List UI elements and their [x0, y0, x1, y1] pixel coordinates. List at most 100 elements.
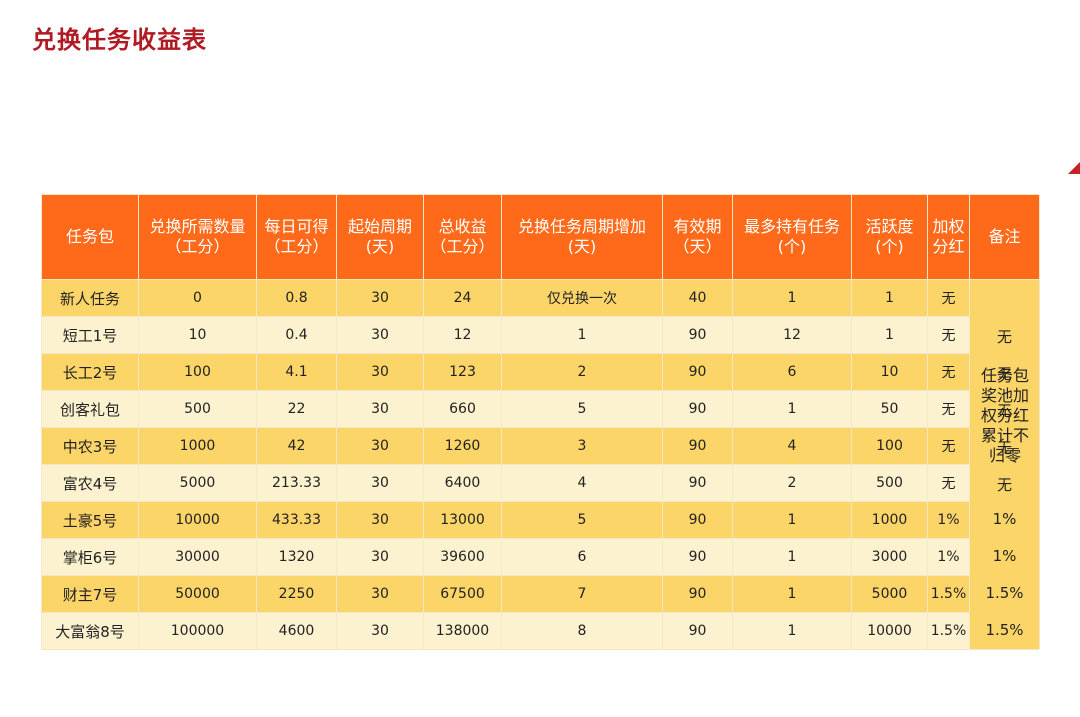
cell-start-cycle: 30	[336, 390, 424, 428]
cell-daily-gain: 4600	[256, 612, 337, 650]
cell-weighted-dividend: 无	[927, 464, 970, 502]
cell-weighted-dividend: 无	[927, 390, 970, 428]
cell-required-amount: 500	[138, 390, 257, 428]
cell-validity: 40	[662, 279, 733, 317]
cell-required-amount: 5000	[138, 464, 257, 502]
cell-package-name: 大富翁8号	[41, 612, 139, 650]
cell-total-income: 67500	[423, 575, 502, 613]
cell-weighted-dividend: 1.5%	[927, 612, 970, 650]
cell-max-hold: 6	[732, 353, 852, 391]
cell-max-hold: 4	[732, 427, 852, 465]
cell-validity: 90	[662, 501, 733, 539]
cell-activity: 50	[851, 390, 928, 428]
cell-package-name: 土豪5号	[41, 501, 139, 539]
cell-cycle-increase: 7	[501, 575, 663, 613]
cell-validity: 90	[662, 427, 733, 465]
cell-package-name: 新人任务	[41, 279, 139, 317]
note-value: 1.5%	[985, 621, 1024, 640]
cell-cycle-increase: 5	[501, 390, 663, 428]
table-row: 创客礼包 500 22 30 660 5 90 1 50 无	[41, 390, 1040, 428]
cell-activity: 100	[851, 427, 928, 465]
cell-daily-gain: 22	[256, 390, 337, 428]
cell-daily-gain: 42	[256, 427, 337, 465]
cell-max-hold: 1	[732, 279, 852, 317]
header-validity: 有效期（天）	[662, 194, 733, 280]
table-row: 长工2号 100 4.1 30 123 2 90 6 10 无	[41, 353, 1040, 391]
note-value: 1%	[992, 510, 1017, 529]
cell-daily-gain: 0.4	[256, 316, 337, 354]
cell-validity: 90	[662, 464, 733, 502]
cell-daily-gain: 213.33	[256, 464, 337, 502]
header-daily-gain: 每日可得（工分）	[256, 194, 337, 280]
cell-activity: 500	[851, 464, 928, 502]
note-value: 1.5%	[985, 584, 1024, 603]
cell-start-cycle: 30	[336, 427, 424, 465]
cell-max-hold: 1	[732, 501, 852, 539]
cell-package-name: 长工2号	[41, 353, 139, 391]
cell-weighted-dividend: 无	[927, 353, 970, 391]
table-row: 新人任务 0 0.8 30 24 仅兑换一次 40 1 1 无无无无无无 1% 1% 1.5% 1.5% 任…	[41, 279, 1040, 650]
cell-start-cycle: 30	[336, 316, 424, 354]
cell-max-hold: 1	[732, 575, 852, 613]
cell-weighted-dividend: 1%	[927, 501, 970, 539]
page-title: 兑换任务收益表	[32, 26, 207, 54]
cell-total-income: 24	[423, 279, 502, 317]
cell-start-cycle: 30	[336, 279, 424, 317]
cell-package-name: 中农3号	[41, 427, 139, 465]
cell-package-name: 掌柜6号	[41, 538, 139, 576]
cell-start-cycle: 30	[336, 464, 424, 502]
cell-start-cycle: 30	[336, 612, 424, 650]
cell-cycle-increase: 3	[501, 427, 663, 465]
notes-cell: 无无无无无 1% 1% 1.5% 1.5% 任务包奖池加权分红累计不归零	[969, 279, 1040, 650]
note-value: 无	[996, 327, 1012, 346]
header-notes: 备注	[969, 194, 1040, 280]
cell-total-income: 123	[423, 353, 502, 391]
cell-cycle-increase: 2	[501, 353, 663, 391]
cell-package-name: 短工1号	[41, 316, 139, 354]
table-row: 大富翁8号 100000 4600 30 138000 8 90 1 10000 1.5%	[41, 612, 1040, 650]
cell-weighted-dividend: 无	[927, 316, 970, 354]
cell-cycle-increase: 仅兑换一次	[501, 279, 663, 317]
cell-required-amount: 100	[138, 353, 257, 391]
cell-total-income: 138000	[423, 612, 502, 650]
header-max-hold: 最多持有任务(个)	[732, 194, 852, 280]
cell-activity: 1000	[851, 501, 928, 539]
corner-decoration	[1068, 162, 1080, 174]
cell-cycle-increase: 8	[501, 612, 663, 650]
cell-required-amount: 50000	[138, 575, 257, 613]
header-required-amount: 兑换所需数量（工分）	[138, 194, 257, 280]
cell-start-cycle: 30	[336, 353, 424, 391]
cell-required-amount: 0	[138, 279, 257, 317]
cell-package-name: 富农4号	[41, 464, 139, 502]
note-value: 无	[996, 401, 1012, 420]
cell-validity: 90	[662, 390, 733, 428]
cell-start-cycle: 30	[336, 575, 424, 613]
cell-cycle-increase: 6	[501, 538, 663, 576]
table-row: 中农3号 1000 42 30 1260 3 90 4 100 无	[41, 427, 1040, 465]
cell-cycle-increase: 4	[501, 464, 663, 502]
cell-daily-gain: 433.33	[256, 501, 337, 539]
header-package: 任务包	[41, 194, 139, 280]
header-start-cycle: 起始周期(天)	[336, 194, 424, 280]
cell-validity: 90	[662, 353, 733, 391]
cell-validity: 90	[662, 316, 733, 354]
cell-max-hold: 1	[732, 612, 852, 650]
cell-start-cycle: 30	[336, 501, 424, 539]
cell-activity: 10	[851, 353, 928, 391]
cell-validity: 90	[662, 538, 733, 576]
cell-activity: 5000	[851, 575, 928, 613]
cell-max-hold: 12	[732, 316, 852, 354]
cell-total-income: 1260	[423, 427, 502, 465]
cell-weighted-dividend: 1.5%	[927, 575, 970, 613]
cell-activity: 3000	[851, 538, 928, 576]
cell-required-amount: 10000	[138, 501, 257, 539]
note-value: 1%	[992, 547, 1017, 566]
note-value: 无	[996, 438, 1012, 457]
notes-overlay-text: 任务包奖池加权分红累计不归零	[980, 366, 1029, 465]
header-weighted-dividend: 加权分红	[927, 194, 970, 280]
cell-daily-gain: 4.1	[256, 353, 337, 391]
table-row: 富农4号 5000 213.33 30 6400 4 90 2 500 无	[41, 464, 1040, 502]
cell-daily-gain: 0.8	[256, 279, 337, 317]
cell-daily-gain: 2250	[256, 575, 337, 613]
cell-package-name: 财主7号	[41, 575, 139, 613]
